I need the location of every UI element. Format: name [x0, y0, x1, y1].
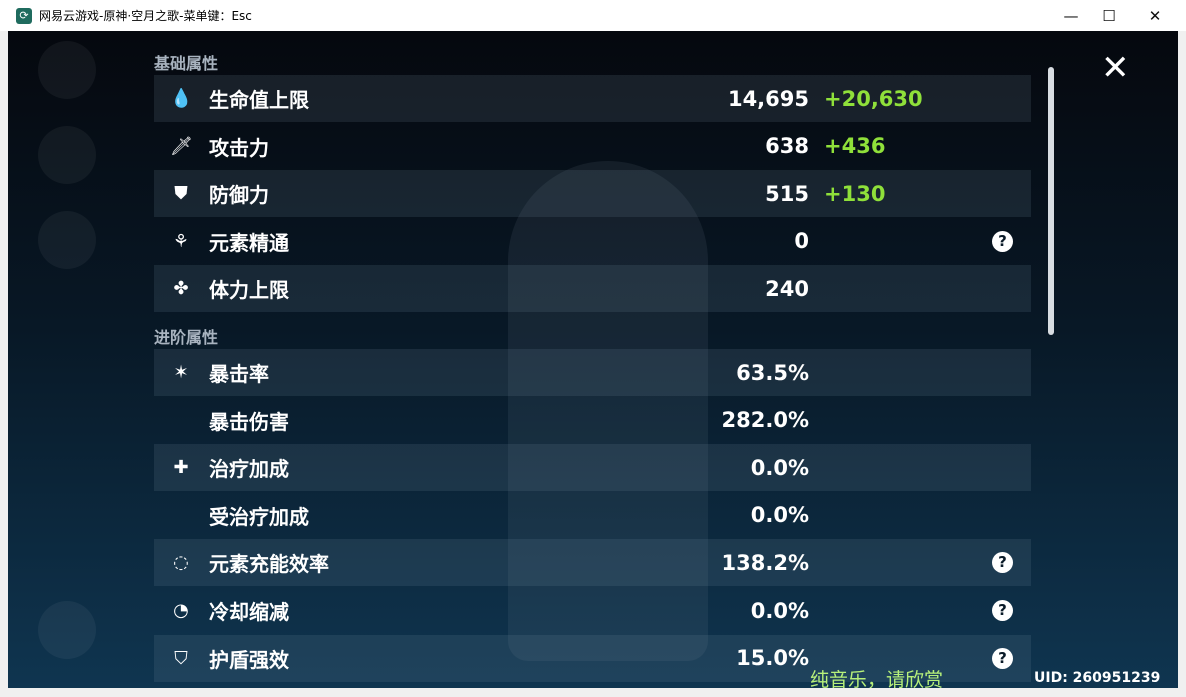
stat-value: 15.0%	[736, 646, 809, 671]
section-base-title: 基础属性	[154, 54, 219, 73]
bg-decor	[38, 41, 96, 99]
stat-bonus: +20,630	[824, 86, 923, 111]
stat-row: 🗡 攻击力 638 +436	[154, 123, 1031, 170]
stat-value: 515	[765, 181, 809, 206]
help-icon[interactable]: ?	[992, 600, 1013, 621]
stat-row: 受治疗加成 0.0%	[154, 492, 1031, 539]
minimize-button[interactable]: —	[1063, 6, 1079, 25]
shield-strength-icon: ⛉	[174, 647, 188, 669]
elemental-mastery-icon: ⚘	[172, 230, 190, 252]
stat-row: ◔ 冷却缩减 0.0%?	[154, 587, 1031, 634]
stat-label: 暴击伤害	[209, 409, 289, 434]
crit-rate-icon: ✶	[173, 362, 189, 383]
stat-label: 元素充能效率	[209, 552, 329, 577]
stat-value: 0	[794, 229, 809, 254]
stat-value: 282.0%	[721, 408, 809, 433]
maximize-button[interactable]: ☐	[1102, 6, 1116, 25]
window-titlebar: ⟳ 网易云游戏-原神·空月之歌-菜单键：Esc — ☐ ✕	[0, 0, 1186, 31]
window-title: 网易云游戏-原神·空月之歌-菜单键：Esc	[39, 9, 252, 23]
stat-label: 护盾强效	[209, 647, 289, 672]
stamina-icon: ✤	[173, 278, 189, 300]
stat-row: 暴击伤害 282.0%	[154, 397, 1031, 444]
character-figure	[508, 161, 708, 661]
stat-value: 14,695	[727, 86, 809, 111]
stat-row: ⚘ 元素精通 0?	[154, 218, 1031, 265]
app-logo-icon: ⟳	[16, 7, 32, 24]
stat-row: ✶ 暴击率 63.5%	[154, 349, 1031, 396]
game-view: 基础属性 💧 生命值上限 14,695 +20,630 🗡 攻击力 638 +436 ⛊ 防御力 5…	[8, 31, 1178, 688]
stat-bonus: +130	[824, 181, 886, 206]
energy-recharge-icon: ◌	[173, 552, 189, 574]
stat-value: 638	[765, 134, 809, 159]
cooldown-icon: ◔	[173, 600, 189, 621]
close-window-button[interactable]: ✕	[1148, 6, 1162, 25]
stat-bonus: +436	[824, 134, 886, 159]
stat-label: 元素精通	[209, 230, 289, 255]
stat-value: 138.2%	[721, 550, 809, 575]
stat-label: 攻击力	[209, 135, 269, 160]
stat-row: ⛊ 防御力 515 +130	[154, 170, 1031, 218]
healing-icon: ✚	[173, 457, 189, 479]
stat-label: 体力上限	[209, 278, 289, 303]
music-caption: 纯音乐，请欣赏	[810, 669, 944, 688]
stat-row: ◌ 元素充能效率 138.2%?	[154, 539, 1031, 587]
sword-icon: 🗡	[170, 135, 193, 157]
stat-row: ✚ 治疗加成 0.0%	[154, 444, 1031, 492]
stat-value: 0.0%	[750, 598, 809, 623]
stat-label: 受治疗加成	[209, 504, 309, 529]
stat-row: 💧 生命值上限 14,695 +20,630	[154, 75, 1031, 122]
stat-value: 0.0%	[750, 503, 809, 528]
help-icon[interactable]: ?	[992, 552, 1013, 574]
bg-decor	[38, 601, 96, 659]
uid-label: UID: 260951239	[1034, 670, 1161, 686]
stat-label: 治疗加成	[209, 457, 289, 482]
stat-row: ⛉ 护盾强效 15.0%?	[154, 634, 1031, 682]
stat-label: 生命值上限	[209, 88, 309, 112]
shield-icon: ⛊	[174, 183, 188, 205]
stat-value: 0.0%	[750, 455, 809, 480]
bg-decor	[38, 126, 96, 184]
stat-value: 240	[765, 276, 809, 301]
section-advanced-title: 进阶属性	[154, 328, 219, 347]
close-button[interactable]: ✕	[1101, 48, 1130, 88]
stat-row: ✤ 体力上限 240	[154, 265, 1031, 313]
help-icon[interactable]: ?	[992, 230, 1013, 252]
scrollbar[interactable]	[1048, 67, 1054, 335]
bg-decor	[38, 211, 96, 269]
help-icon[interactable]: ?	[992, 647, 1013, 669]
drop-icon: 💧	[170, 88, 193, 109]
stat-label: 暴击率	[209, 362, 269, 386]
stat-label: 冷却缩减	[209, 600, 289, 624]
stat-label: 防御力	[209, 183, 269, 208]
stat-value: 63.5%	[736, 360, 809, 385]
